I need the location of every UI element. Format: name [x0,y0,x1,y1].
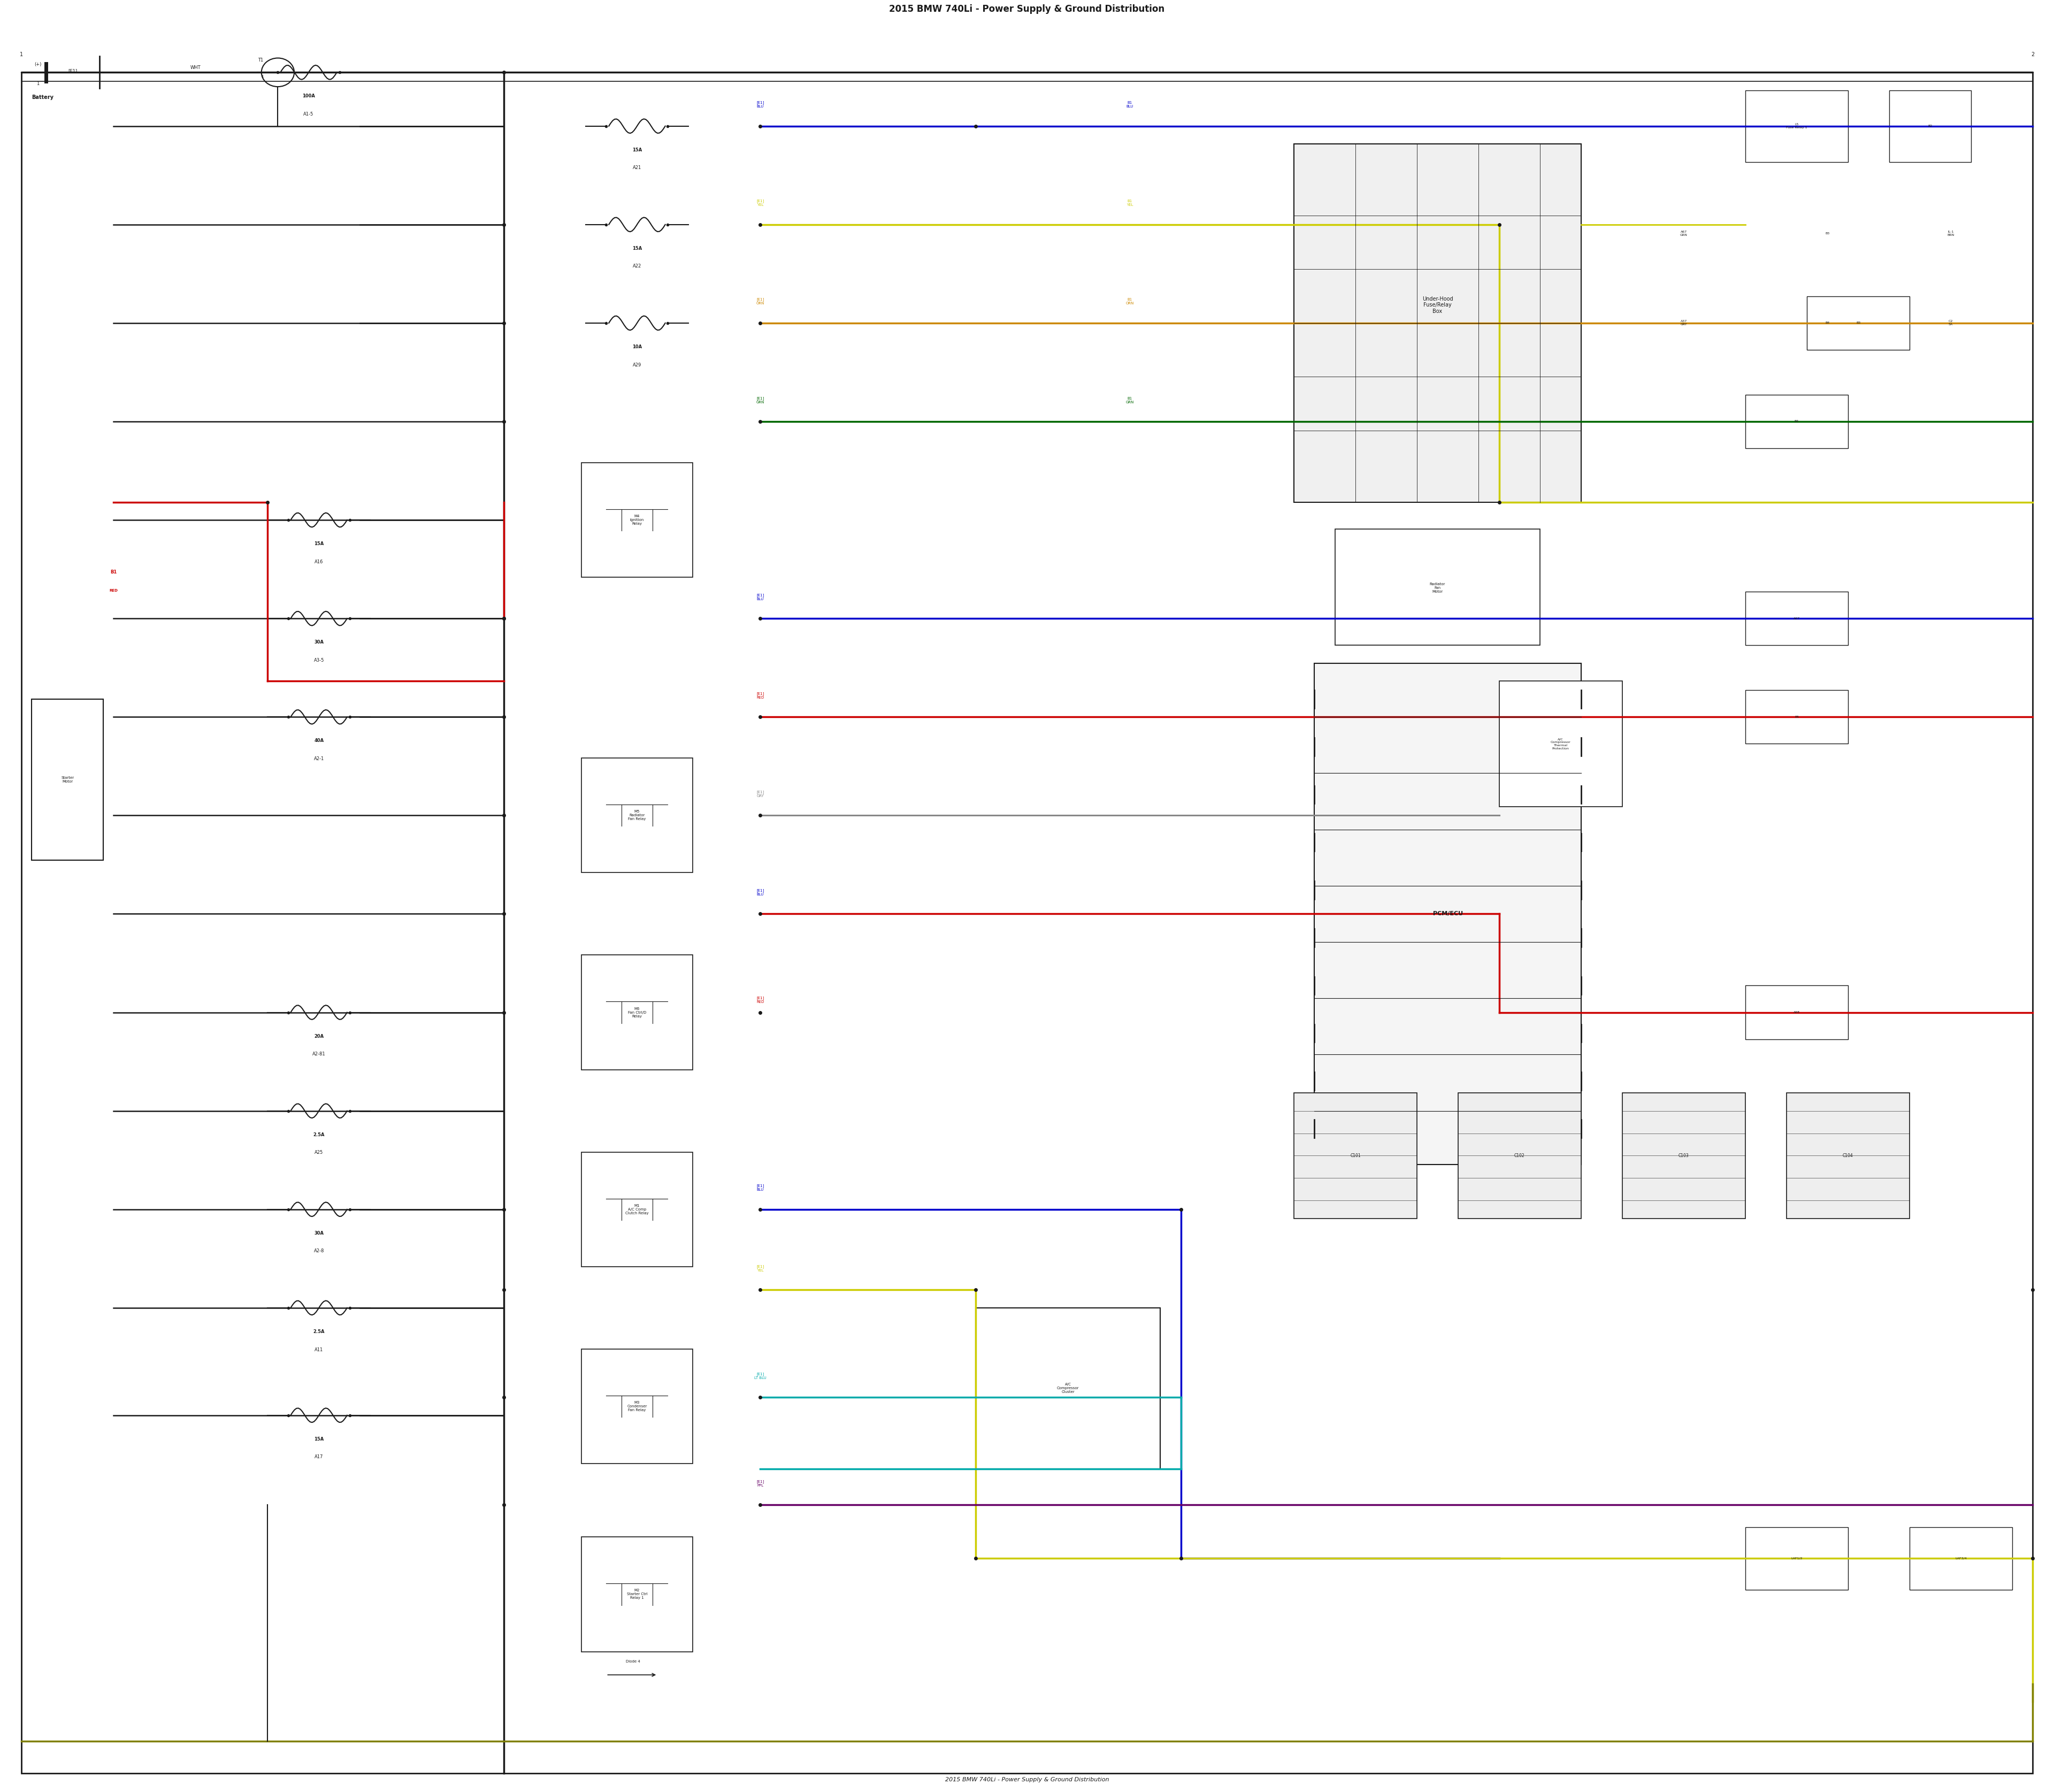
Text: B4: B4 [1826,323,1830,324]
Bar [1335,529,1540,645]
Bar [1499,681,1623,806]
Text: M6
Fan Ctrl/D
Relay: M6 Fan Ctrl/D Relay [629,1007,647,1018]
Text: [E1]
RED: [E1] RED [756,996,764,1004]
Text: [E1]
BLU: [E1] BLU [756,593,764,600]
Text: A/C
Compressor
Cluster: A/C Compressor Cluster [1058,1383,1078,1394]
Text: Starter
Motor: Starter Motor [62,776,74,783]
Text: Diode 4: Diode 4 [626,1659,641,1663]
Text: C104: C104 [1842,1154,1853,1158]
FancyBboxPatch shape [581,462,692,577]
Text: B1
GRN: B1 GRN [1126,396,1134,403]
Text: LAF3/4: LAF3/4 [1955,1557,1966,1559]
Text: [E1]: [E1] [68,68,78,73]
Text: T1: T1 [259,57,263,63]
Text: B3: B3 [1826,233,1830,235]
Text: A22: A22 [633,263,641,269]
Bar [1910,1527,2013,1590]
Text: 15A: 15A [633,147,643,152]
Text: C103: C103 [1678,1154,1688,1158]
Text: 2.5A: 2.5A [312,1133,325,1138]
Text: B4: B4 [1795,419,1799,423]
Text: 1: 1 [21,52,23,57]
Text: (+): (+) [35,63,41,66]
FancyBboxPatch shape [581,1538,692,1652]
Text: 10A: 10A [633,344,641,349]
Text: B1: B1 [111,570,117,575]
Text: A37
GRY: A37 GRY [1680,321,1686,326]
Text: A29: A29 [633,362,641,367]
Text: 15A: 15A [314,1437,325,1441]
Text: 15A: 15A [314,541,325,547]
Text: B3: B3 [1857,323,1861,324]
Text: 1: 1 [261,75,263,79]
FancyBboxPatch shape [581,1152,692,1267]
Text: A1-5: A1-5 [304,111,314,116]
Text: 100A: 100A [302,93,314,99]
Text: RED: RED [109,590,117,591]
Text: [E1]
BLU: [E1] BLU [756,1185,764,1192]
Text: B1
BLU: B1 BLU [1126,100,1134,108]
Bar [1623,1093,1746,1219]
Bar [1315,663,1582,1165]
Text: [E1]
GRY: [E1] GRY [756,790,764,797]
Bar [1746,690,1849,744]
Bar [1294,143,1582,502]
Text: WHT: WHT [191,65,201,70]
Bar [1746,986,1849,1039]
Text: 30A: 30A [314,640,325,645]
FancyBboxPatch shape [581,758,692,873]
Text: M2
Starter Ctrl
Relay 1: M2 Starter Ctrl Relay 1 [626,1590,647,1600]
Text: 40A: 40A [314,738,325,744]
Bar [1458,1093,1582,1219]
Text: B5: B5 [1795,715,1799,719]
Text: A16: A16 [314,559,322,564]
Text: [E1]
ORN: [E1] ORN [756,297,764,305]
Text: IL-1
BRN: IL-1 BRN [1947,231,1953,237]
FancyBboxPatch shape [581,1349,692,1464]
Bar [31,699,103,860]
Text: Battery: Battery [31,95,53,100]
Text: A17: A17 [314,1455,322,1459]
Text: C101: C101 [1349,1154,1360,1158]
Text: C102: C102 [1514,1154,1524,1158]
Text: A68: A68 [1793,1011,1799,1014]
Bar [976,1308,1161,1469]
Bar [1746,1527,1849,1590]
Text: 2015 BMW 740Li - Power Supply & Ground Distribution: 2015 BMW 740Li - Power Supply & Ground D… [945,1778,1109,1783]
Text: [E1]
RED: [E1] RED [756,692,764,699]
Text: [E1]
YEL: [E1] YEL [756,1265,764,1272]
Text: M3
Condenser
Fan Relay: M3 Condenser Fan Relay [626,1401,647,1412]
Text: 30A: 30A [314,1231,325,1236]
Text: M4
Ignition
Relay: M4 Ignition Relay [631,514,645,525]
Text: M5
Radiator
Fan Relay: M5 Radiator Fan Relay [629,810,645,821]
Text: 2: 2 [2031,52,2033,57]
Text: C2
5A: C2 5A [1949,321,1953,326]
Text: [E1]
BLU: [E1] BLU [756,100,764,108]
Bar [1746,394,1849,448]
Text: PCM/ECU: PCM/ECU [1434,910,1462,916]
Bar [1294,1093,1417,1219]
Text: [E1]
GRN: [E1] GRN [756,396,764,403]
FancyBboxPatch shape [581,955,692,1070]
Text: 20A: 20A [314,1034,325,1039]
Text: 1: 1 [37,81,39,86]
Text: A3-5: A3-5 [314,658,325,663]
Text: Under-Hood
Fuse/Relay
Box: Under-Hood Fuse/Relay Box [1421,296,1452,314]
Text: 2015 BMW 740Li - Power Supply & Ground Distribution: 2015 BMW 740Li - Power Supply & Ground D… [889,4,1165,14]
Text: L5
Fuse Relay 1: L5 Fuse Relay 1 [1787,124,1808,129]
Text: 2.5A: 2.5A [312,1330,325,1333]
Text: A/C
Compressor
Thermal
Protection: A/C Compressor Thermal Protection [1551,738,1571,749]
Text: A67
GRN: A67 GRN [1680,231,1688,237]
Bar [1890,90,1972,161]
Text: A25: A25 [314,1150,322,1156]
Text: A67: A67 [1793,616,1799,620]
Text: A2-8: A2-8 [314,1249,325,1254]
Text: B1
YEL: B1 YEL [1126,199,1134,206]
Text: LAF1/2: LAF1/2 [1791,1557,1803,1559]
Bar [1746,591,1849,645]
Text: 15A: 15A [633,246,643,251]
Bar [1787,1093,1910,1219]
Text: A2-1: A2-1 [314,756,325,762]
Text: A2-81: A2-81 [312,1052,325,1057]
Text: Radiator
Fan
Motor: Radiator Fan Motor [1430,582,1446,593]
